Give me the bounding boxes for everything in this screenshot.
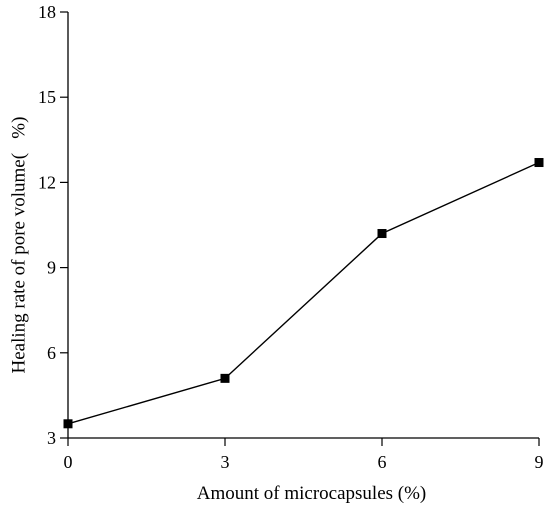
y-axis: 3 6 9 12 15 18: [38, 2, 69, 448]
y-ticks: 3 6 9 12 15 18: [38, 2, 68, 448]
x-ticks: 0 3 6 9: [64, 438, 544, 472]
y-tick-label: 9: [47, 258, 56, 278]
x-axis: 0 3 6 9: [64, 437, 544, 472]
series-line: [67, 161, 540, 425]
data-point-marker: [63, 419, 73, 429]
x-tick-label: 6: [378, 452, 387, 472]
y-tick-label: 15: [38, 87, 56, 107]
y-tick-label: 3: [47, 428, 56, 448]
x-axis-title: Amount of microcapsules (%): [197, 483, 427, 504]
data-point-marker: [220, 373, 230, 383]
data-point-marker: [377, 229, 387, 239]
x-tick-label: 0: [64, 452, 73, 472]
x-tick-label: 3: [221, 452, 230, 472]
data-point-marker: [534, 158, 544, 168]
y-tick-label: 6: [47, 343, 56, 363]
y-tick-label: 18: [38, 2, 56, 22]
y-tick-label: 12: [38, 172, 56, 192]
plot-series: [63, 158, 544, 429]
x-tick-label: 9: [535, 452, 544, 472]
y-axis-title: Healing rate of pore volume( %): [8, 117, 29, 374]
